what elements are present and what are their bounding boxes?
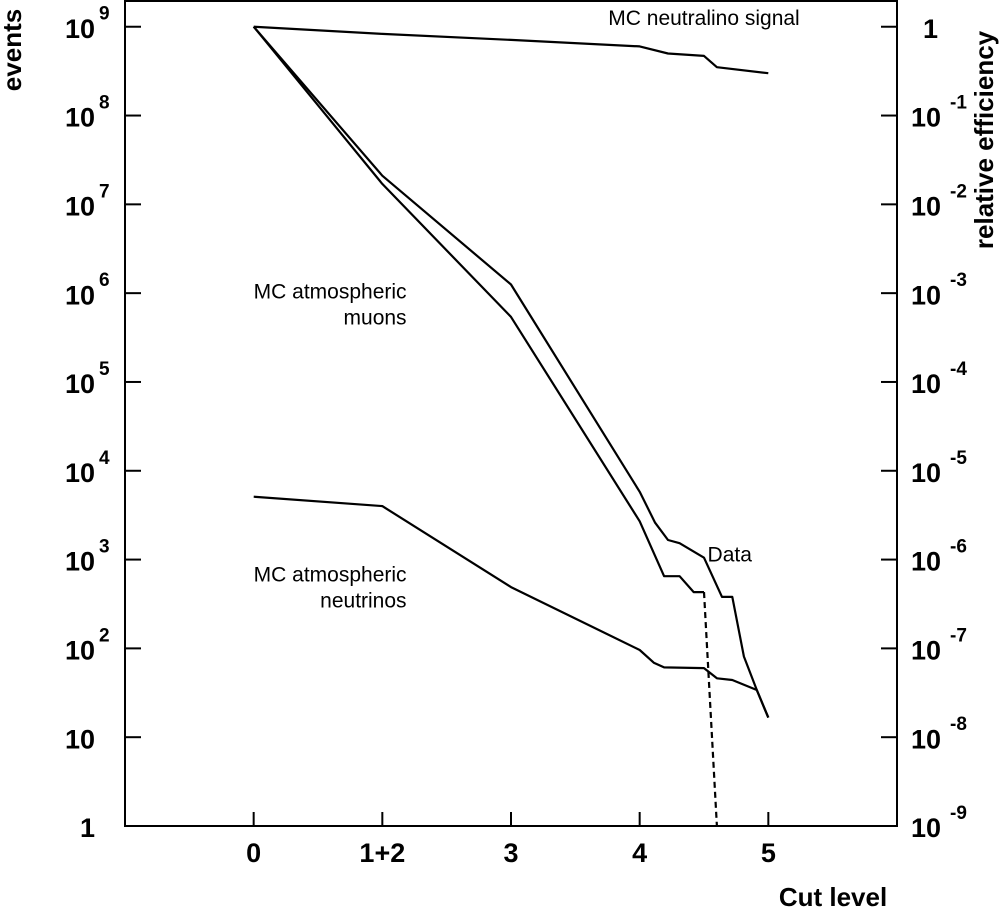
y-tick-label: 10 [65, 280, 95, 310]
y2-tick-label: 1 [923, 14, 938, 44]
y2-tick-exponent: -8 [950, 714, 967, 735]
y-tick-label: 10 [65, 547, 95, 577]
y-tick-label: 10 [65, 14, 95, 44]
y2-axis-label: relative efficiency [969, 30, 999, 249]
y2-tick-label: 10 [911, 724, 941, 754]
series-line [252, 25, 770, 719]
y2-tick-exponent: -4 [950, 359, 967, 380]
annotation: Data [708, 543, 753, 566]
y2-tick-label: 10 [911, 369, 941, 399]
annotation: MC atmospheric [254, 564, 407, 587]
y2-tick-exponent: -7 [950, 625, 967, 646]
annotation: neutrinos [320, 590, 406, 613]
annotation: MC neutralino signal [608, 7, 799, 30]
y-tick-label: 10 [65, 458, 95, 488]
y2-tick-exponent: -1 [950, 93, 967, 114]
annotation: MC atmospheric [254, 281, 407, 304]
y2-tick-exponent: -2 [950, 181, 967, 202]
y2-tick-label: 10 [911, 103, 941, 133]
series-line [702, 592, 718, 827]
y2-tick-exponent: -6 [950, 537, 967, 558]
y-axis-label: events [0, 9, 27, 91]
y2-tick-label: 10 [911, 813, 941, 843]
series-line [252, 26, 704, 594]
y-tick-exponent: 4 [99, 448, 110, 469]
y-tick-exponent: 6 [99, 270, 110, 291]
x-tick-label: 0 [246, 838, 261, 868]
y-tick-label: 10 [65, 724, 95, 754]
x-axis-label: Cut level [779, 882, 887, 912]
y-tick-exponent: 7 [99, 181, 110, 202]
series-line [253, 495, 770, 719]
y-tick-exponent: 8 [99, 93, 110, 114]
y-tick-label: 10 [65, 636, 95, 666]
y2-tick-label: 10 [911, 280, 941, 310]
y-tick-exponent: 5 [99, 359, 110, 380]
y2-tick-exponent: -3 [950, 270, 967, 291]
y-tick-label: 10 [65, 369, 95, 399]
y2-tick-label: 10 [911, 458, 941, 488]
y-tick-label: 1 [80, 813, 95, 843]
y-tick-exponent: 2 [99, 625, 110, 646]
x-tick-label: 1+2 [359, 838, 405, 868]
y2-tick-label: 10 [911, 191, 941, 221]
y2-tick-label: 10 [911, 547, 941, 577]
y-tick-exponent: 9 [99, 4, 110, 25]
y-tick-exponent: 3 [99, 537, 110, 558]
y2-tick-label: 10 [911, 636, 941, 666]
x-tick-label: 3 [503, 838, 518, 868]
x-tick-label: 5 [761, 838, 776, 868]
y2-tick-exponent: -5 [950, 448, 967, 469]
annotation: muons [344, 307, 407, 330]
y-tick-label: 10 [65, 103, 95, 133]
x-tick-label: 4 [632, 838, 647, 868]
y2-tick-exponent: -9 [950, 803, 967, 824]
series-line [253, 25, 769, 75]
y-tick-label: 10 [65, 191, 95, 221]
plot-frame [124, 0, 898, 827]
